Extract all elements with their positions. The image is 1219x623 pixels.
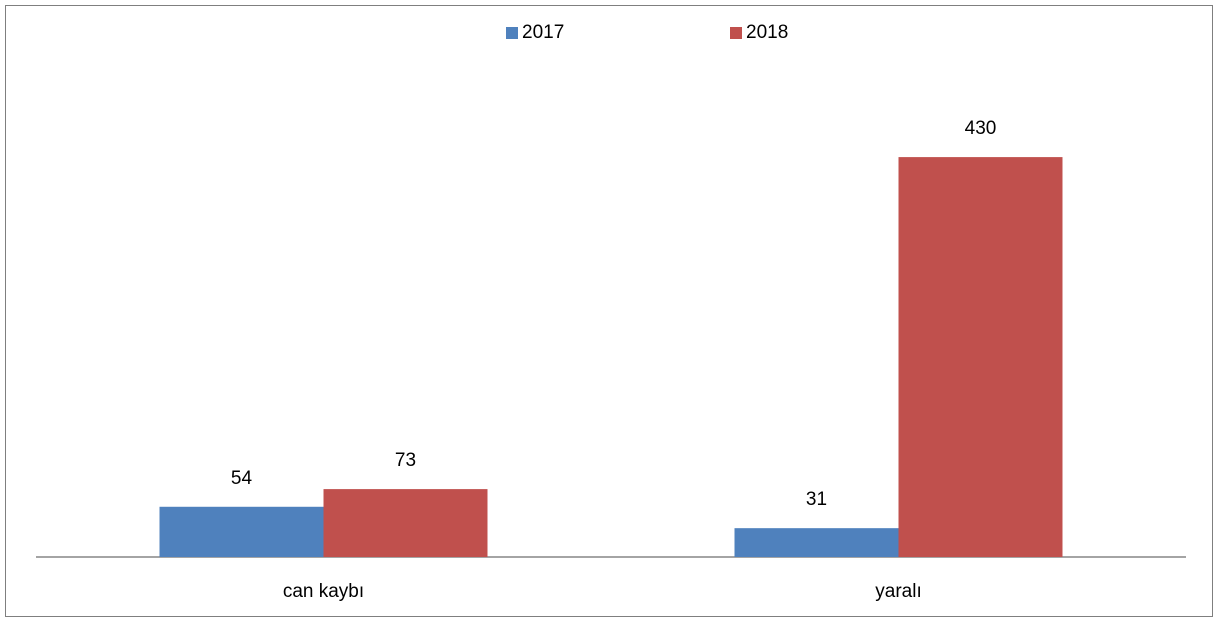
- data-label: 54: [231, 468, 253, 489]
- legend-swatch: [730, 27, 742, 39]
- bar: [898, 157, 1063, 557]
- bar: [159, 506, 324, 557]
- bar: [323, 489, 488, 557]
- x-tick-label: can kaybı: [283, 581, 364, 602]
- legend-label: 2017: [522, 22, 564, 43]
- legend-swatch: [506, 27, 518, 39]
- data-label: 31: [806, 489, 827, 510]
- legend-label: 2018: [746, 22, 788, 43]
- data-label: 73: [395, 450, 416, 471]
- data-label: 430: [965, 118, 997, 139]
- x-tick-label: yaralı: [875, 581, 921, 602]
- bar: [734, 528, 899, 557]
